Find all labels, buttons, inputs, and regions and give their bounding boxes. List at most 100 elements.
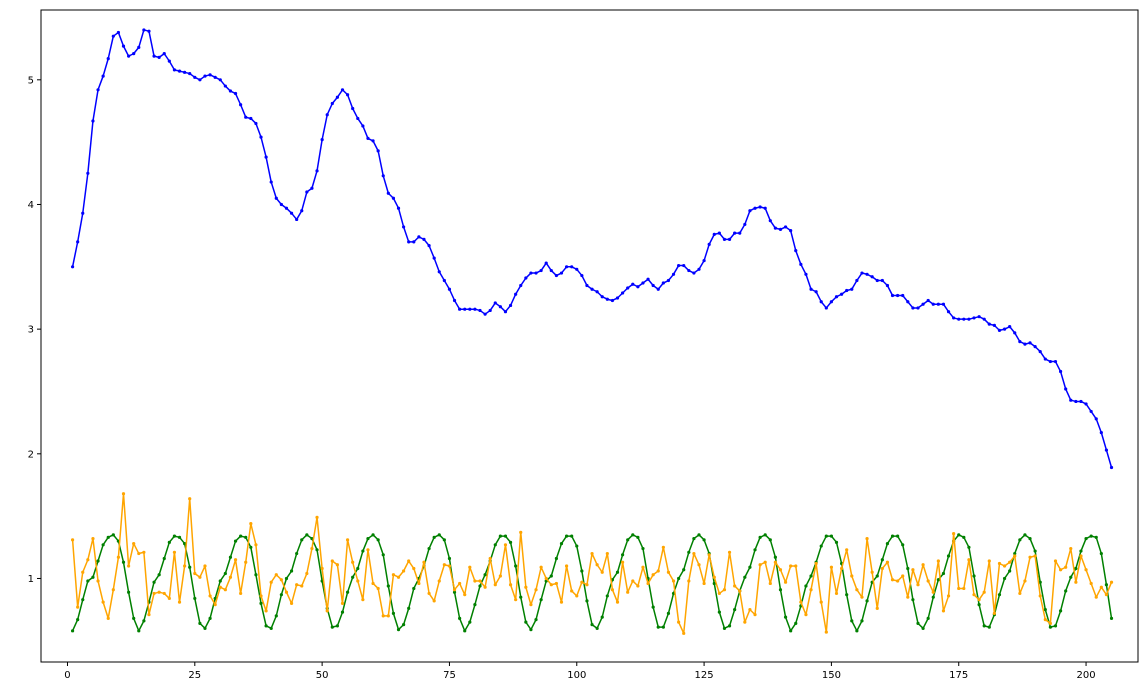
data-point — [432, 535, 436, 539]
data-point — [366, 136, 370, 141]
data-point — [132, 541, 136, 546]
data-point — [340, 88, 345, 92]
data-point — [615, 570, 620, 574]
data-point — [106, 57, 110, 61]
y-tick-label: 2 — [28, 449, 34, 460]
data-point — [621, 560, 625, 564]
data-point — [855, 588, 859, 592]
data-point — [901, 293, 905, 298]
data-point — [1094, 595, 1098, 599]
data-point — [901, 574, 905, 578]
data-point — [76, 605, 80, 609]
data-point — [386, 584, 390, 588]
data-point — [829, 565, 834, 569]
data-point — [239, 103, 243, 107]
data-point — [890, 534, 895, 538]
data-point — [972, 574, 976, 578]
data-point — [559, 600, 564, 604]
data-point — [539, 268, 543, 273]
data-point — [626, 590, 630, 594]
data-point — [962, 535, 966, 539]
data-point — [1109, 465, 1114, 470]
data-point — [391, 196, 396, 200]
data-point — [1038, 594, 1042, 598]
data-point — [738, 231, 742, 235]
data-point — [279, 593, 283, 597]
data-point — [188, 497, 192, 501]
data-point — [977, 603, 981, 607]
data-point — [76, 240, 80, 244]
data-point — [687, 268, 691, 273]
data-point — [335, 563, 339, 567]
data-point — [152, 54, 156, 58]
data-point — [1058, 609, 1063, 613]
data-point — [814, 290, 818, 294]
data-point — [101, 543, 105, 547]
data-point — [926, 616, 930, 620]
data-point — [890, 578, 895, 582]
data-point — [570, 589, 574, 593]
data-point — [259, 594, 263, 598]
data-point — [926, 298, 930, 303]
data-point — [804, 584, 808, 588]
data-point — [773, 226, 777, 230]
data-point — [142, 550, 146, 554]
data-point — [137, 45, 141, 50]
data-point — [218, 585, 222, 589]
data-point — [743, 575, 747, 579]
data-point — [478, 584, 482, 588]
data-point — [646, 581, 650, 586]
data-point — [259, 135, 263, 139]
data-point — [86, 171, 90, 175]
data-point — [203, 564, 207, 568]
data-point — [575, 594, 579, 598]
data-point — [264, 609, 268, 613]
y-tick-label: 3 — [28, 325, 34, 336]
data-point — [778, 568, 783, 572]
data-point — [96, 579, 100, 583]
data-point — [208, 594, 212, 598]
data-point — [773, 560, 777, 564]
series-2 — [70, 533, 1114, 633]
data-point — [651, 605, 655, 609]
data-point — [646, 277, 650, 281]
data-point — [977, 598, 981, 602]
data-point — [269, 626, 273, 630]
data-point — [427, 244, 431, 248]
data-point — [70, 629, 75, 633]
data-point — [641, 546, 645, 551]
data-point — [183, 70, 187, 74]
data-point — [585, 583, 589, 587]
data-point — [498, 574, 502, 578]
data-point — [809, 574, 813, 578]
data-point — [783, 580, 788, 584]
data-point — [417, 235, 421, 239]
data-point — [244, 560, 248, 564]
data-point — [437, 579, 441, 583]
data-point — [361, 598, 365, 602]
data-point — [697, 267, 701, 271]
data-point — [361, 549, 365, 553]
data-point — [794, 564, 798, 568]
data-point — [218, 579, 222, 583]
data-point — [600, 615, 604, 619]
data-point — [722, 237, 727, 241]
data-point — [972, 316, 976, 320]
data-point — [325, 609, 329, 613]
data-point — [356, 579, 360, 583]
data-point — [447, 287, 452, 291]
data-point — [1084, 402, 1088, 406]
data-point — [1079, 554, 1083, 558]
data-point — [626, 538, 630, 542]
data-point — [177, 69, 182, 73]
data-point — [514, 292, 518, 296]
data-point — [106, 535, 110, 539]
data-point — [936, 559, 940, 563]
data-point — [76, 618, 80, 622]
data-point — [284, 576, 289, 581]
data-point — [244, 115, 248, 119]
data-point — [254, 543, 258, 547]
data-point — [819, 600, 823, 604]
data-point — [142, 619, 146, 623]
data-point — [855, 278, 859, 283]
